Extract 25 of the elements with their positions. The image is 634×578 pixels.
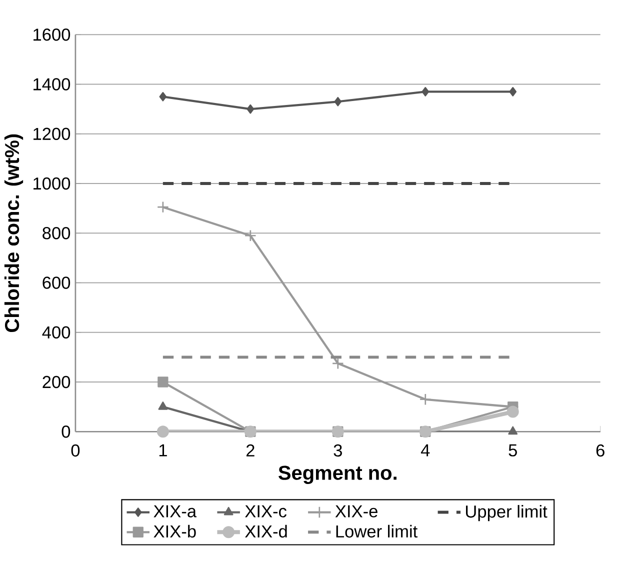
y-tick-label: 1600 [34,28,70,41]
legend-label: XIX-b [154,525,196,538]
y-tick-label: 1400 [34,78,70,91]
x-tick-label: 0 [71,444,80,457]
x-axis-title: Segment no. [278,466,396,484]
y-tick-label: 0 [62,426,70,438]
y-tick-label: 400 [42,326,70,339]
legend-label: XIX-d [245,525,287,538]
y-tick-label: 600 [42,276,70,290]
x-tick-label: 1 [159,444,167,456]
x-tick-label: 2 [246,444,254,457]
legend-label: XIX-a [154,506,197,518]
y-tick-label: 200 [42,376,70,388]
x-tick-label: 6 [596,444,604,457]
x-tick-label: 5 [508,444,517,457]
y-tick-label: 800 [42,227,70,240]
y-tick-label: 1000 [34,178,70,190]
legend-label: Lower limit [336,525,418,538]
x-tick-label: 4 [420,444,430,456]
legend-label: Upper limit [466,505,548,522]
legend-label: XIX-c [245,506,287,518]
legend-label: XIX-e [335,506,378,518]
y-axis-title: Chloride conc. (wt%) [4,134,24,332]
x-tick-label: 3 [334,444,342,457]
y-tick-label: 1200 [34,128,70,140]
